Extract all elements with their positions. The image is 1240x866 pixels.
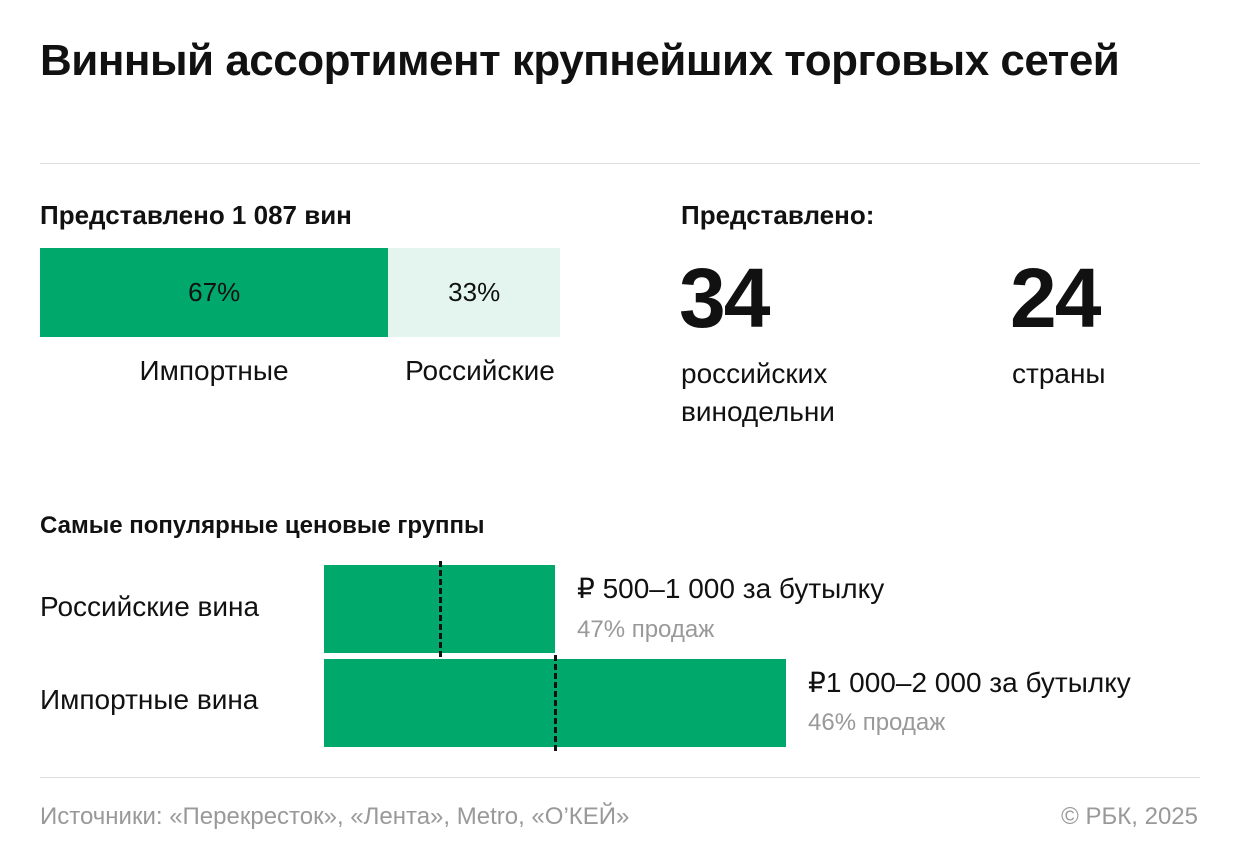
share-label-russian: Российские xyxy=(405,355,555,386)
stat-countries-caption: страны xyxy=(1012,358,1106,389)
share-segment-russian: 33% xyxy=(388,248,560,337)
stat-wineries-number: 34 xyxy=(679,251,770,345)
stat-countries-number: 24 xyxy=(1010,251,1101,345)
range-start-marker xyxy=(554,655,557,751)
category-label: Российские вина xyxy=(40,591,260,622)
range-label: ₽ 500–1 000 за бутылку xyxy=(577,573,885,604)
share-value-russian: 33% xyxy=(448,277,501,307)
sources: Источники: «Перекресток», «Лента», Metro… xyxy=(40,803,630,830)
caption-line: винодельни xyxy=(681,396,835,427)
sales-label: 46% продаж xyxy=(808,709,946,736)
share-bar: 67% 33% xyxy=(40,248,560,337)
divider xyxy=(40,777,1200,778)
sales-label: 47% продаж xyxy=(577,616,715,643)
category-label: Импортные вина xyxy=(40,684,259,715)
stat-wineries-caption: российских винодельни xyxy=(681,355,835,431)
share-segment-imported: 67% xyxy=(40,248,389,337)
range-label: ₽1 000–2 000 за бутылку xyxy=(808,667,1131,698)
chart-title: Самые популярные ценовые группы xyxy=(40,512,485,539)
stats-heading: Представлено: xyxy=(681,200,875,230)
caption-line: российских xyxy=(681,358,828,389)
divider xyxy=(40,163,1200,164)
share-label-imported: Импортные xyxy=(139,355,289,386)
page-title: Винный ассортимент крупнейших торговых с… xyxy=(40,36,1120,85)
share-value-imported: 67% xyxy=(188,277,241,307)
range-start-marker xyxy=(438,561,442,657)
share-heading: Представлено 1 087 вин xyxy=(40,200,352,230)
copyright: © РБК, 2025 xyxy=(1061,803,1198,830)
